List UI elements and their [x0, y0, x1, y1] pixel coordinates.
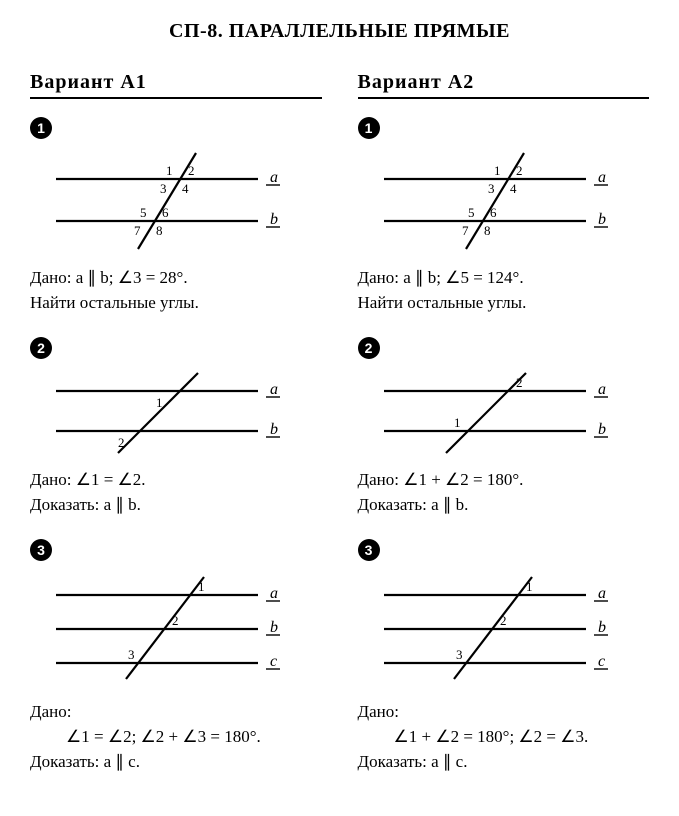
svg-text:8: 8	[484, 223, 491, 238]
svg-text:2: 2	[516, 163, 523, 178]
svg-text:7: 7	[462, 223, 469, 238]
svg-text:4: 4	[182, 181, 189, 196]
badge-2-icon: 2	[30, 337, 52, 359]
variant-a2-head: Вариант А2	[358, 71, 650, 99]
a2-p1-given: Дано: a ∥ b; ∠5 = 124°.	[358, 267, 650, 290]
a1-p1-given: Дано: a ∥ b; ∠3 = 28°.	[30, 267, 322, 290]
a2-p2-diagram: a b 2 1	[376, 369, 650, 459]
svg-text:1: 1	[166, 163, 173, 178]
a2-problem-1: 1 a b 1 2 3 4 5 6 7 8	[358, 117, 650, 315]
svg-text:1: 1	[494, 163, 501, 178]
a2-p1-diagram: a b 1 2 3 4 5 6 7 8	[376, 149, 650, 257]
svg-text:b: b	[598, 211, 606, 228]
variants-row: Вариант А1 1 a b 1 2	[30, 71, 649, 796]
svg-text:2: 2	[118, 435, 125, 450]
a2-p2-prove: Доказать: a ∥ b.	[358, 494, 650, 517]
page-title: СП-8. ПАРАЛЛЕЛЬНЫЕ ПРЯМЫЕ	[30, 20, 649, 43]
svg-text:4: 4	[510, 181, 517, 196]
svg-text:b: b	[598, 619, 606, 636]
svg-text:b: b	[270, 619, 278, 636]
svg-text:7: 7	[134, 223, 141, 238]
svg-text:2: 2	[172, 613, 179, 628]
a1-p3-prove: Доказать: a ∥ c.	[30, 751, 322, 774]
svg-text:2: 2	[516, 375, 523, 390]
a1-p3-given: ∠1 = ∠2; ∠2 + ∠3 = 180°.	[30, 726, 322, 749]
badge-1-icon: 1	[30, 117, 52, 139]
svg-text:b: b	[270, 421, 278, 438]
a2-problem-2: 2 a b 2 1 Дано: ∠1 + ∠2 = 180°. Доказат	[358, 337, 650, 517]
svg-text:3: 3	[160, 181, 167, 196]
a2-p3-prove: Доказать: a ∥ c.	[358, 751, 650, 774]
svg-text:3: 3	[488, 181, 495, 196]
svg-text:6: 6	[490, 205, 497, 220]
a2-p3-given: ∠1 + ∠2 = 180°; ∠2 = ∠3.	[358, 726, 650, 749]
svg-text:1: 1	[526, 579, 533, 594]
svg-text:a: a	[270, 585, 278, 602]
svg-text:b: b	[598, 421, 606, 438]
a1-p1-task: Найти остальные углы.	[30, 292, 322, 315]
svg-text:a: a	[598, 585, 606, 602]
svg-text:c: c	[270, 653, 277, 670]
a2-p2-given: Дано: ∠1 + ∠2 = 180°.	[358, 469, 650, 492]
a1-problem-2: 2 a b 1 2 Дано: ∠1 = ∠2. Доказать: a ∥	[30, 337, 322, 517]
a2-p3-given-label: Дано:	[358, 701, 650, 724]
svg-text:5: 5	[468, 205, 475, 220]
svg-text:2: 2	[500, 613, 507, 628]
svg-text:6: 6	[162, 205, 169, 220]
svg-text:2: 2	[188, 163, 195, 178]
badge-1-icon: 1	[358, 117, 380, 139]
line-a-label: a	[270, 169, 278, 186]
svg-text:c: c	[598, 653, 605, 670]
line-b-label: b	[270, 211, 278, 228]
a1-p2-diagram: a b 1 2	[48, 369, 322, 459]
badge-2-icon: 2	[358, 337, 380, 359]
a1-problem-3: 3 a b c 1 2 3	[30, 539, 322, 774]
svg-text:5: 5	[140, 205, 147, 220]
a1-p1-diagram: a b 1 2 3 4 5 6 7 8	[48, 149, 322, 257]
a2-problem-3: 3 a b c 1 2 3 Дано:	[358, 539, 650, 774]
svg-text:a: a	[598, 381, 606, 398]
svg-text:1: 1	[454, 415, 461, 430]
a1-p3-given-label: Дано:	[30, 701, 322, 724]
svg-text:1: 1	[198, 579, 205, 594]
variant-a1-head: Вариант А1	[30, 71, 322, 99]
a2-p1-task: Найти остальные углы.	[358, 292, 650, 315]
a1-problem-1: 1 a b 1 2 3 4	[30, 117, 322, 315]
svg-text:1: 1	[156, 395, 163, 410]
a1-p2-given: Дано: ∠1 = ∠2.	[30, 469, 322, 492]
badge-3-icon: 3	[30, 539, 52, 561]
svg-text:a: a	[598, 169, 606, 186]
variant-a1: Вариант А1 1 a b 1 2	[30, 71, 322, 796]
variant-a2: Вариант А2 1 a b 1 2 3 4 5 6	[358, 71, 650, 796]
svg-text:a: a	[270, 381, 278, 398]
badge-3-icon: 3	[358, 539, 380, 561]
svg-text:3: 3	[456, 647, 463, 662]
svg-text:8: 8	[156, 223, 163, 238]
a1-p3-diagram: a b c 1 2 3	[48, 571, 322, 691]
a2-p3-diagram: a b c 1 2 3	[376, 571, 650, 691]
svg-text:3: 3	[128, 647, 135, 662]
a1-p2-prove: Доказать: a ∥ b.	[30, 494, 322, 517]
